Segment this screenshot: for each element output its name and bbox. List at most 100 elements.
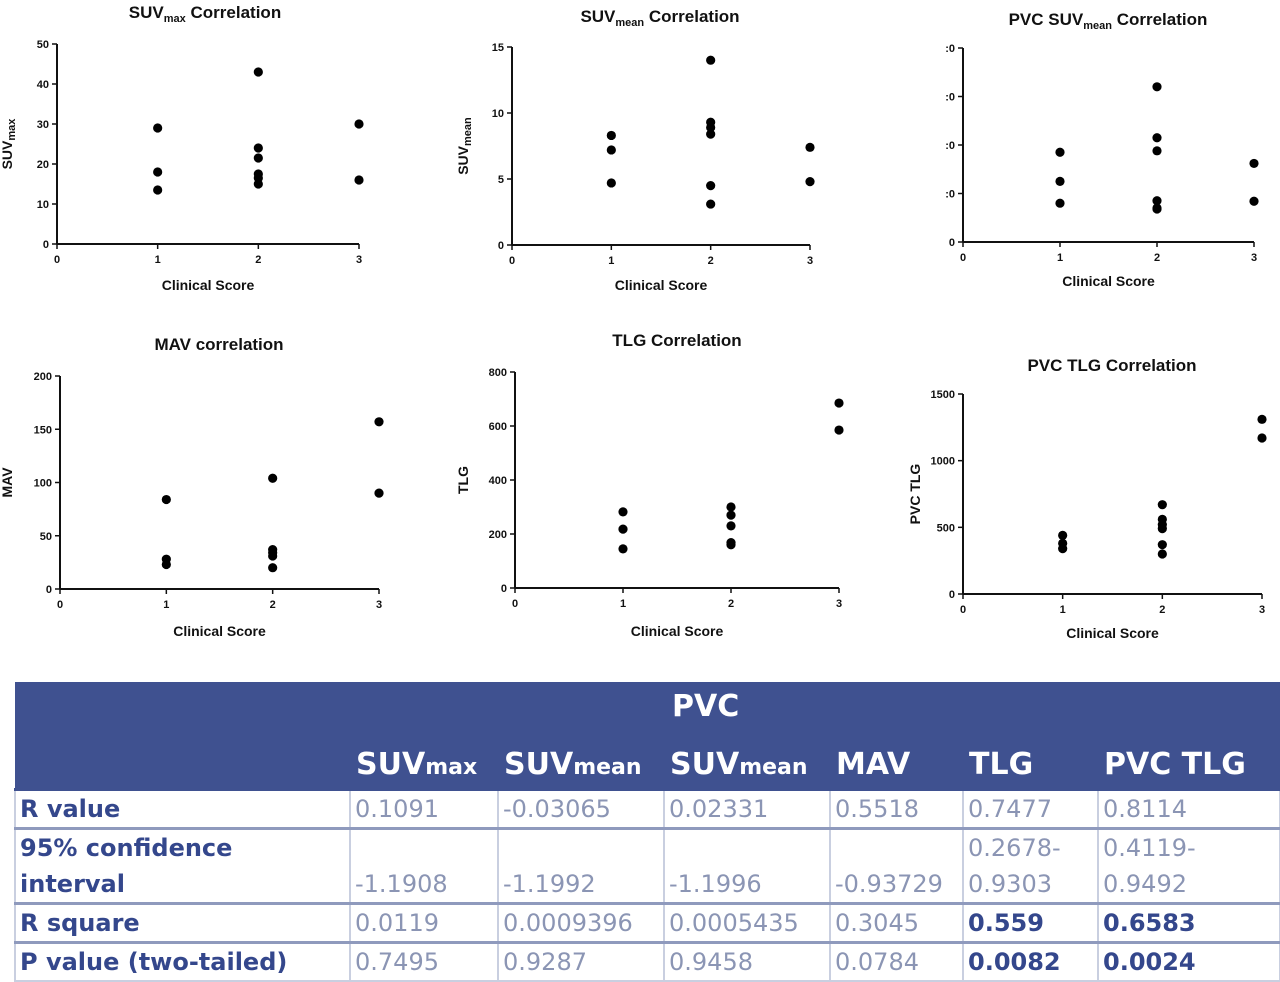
plot-tlg-svg: TLG Correlation 0 1 2 3 0 200 400 600 800 Clinical… [455, 331, 844, 639]
plot-pvc-suvmean: PVC SUVmean Correlation 0 1 2 3 0:0:0:0:0 Clin… [0, 0, 1280, 300]
chart-title-main: MAV correlation [154, 335, 283, 354]
data-point [1152, 196, 1162, 206]
y-tick-label: 100 [34, 478, 52, 490]
table-cell: 0.7495 [349, 941, 499, 982]
data-point [153, 185, 163, 195]
plot-mav: MAV correlation 0 1 2 3 0 50 100 150 200 Clinical … [0, 0, 400, 650]
table-cell: 0.2678- 0.9303 [962, 827, 1099, 905]
data-point [268, 563, 278, 573]
x-tick-label: 2 [1159, 604, 1165, 616]
row-label: R value [14, 788, 351, 830]
y-tick-label: 15 [492, 42, 504, 54]
table-cell: 0.3045 [829, 902, 964, 944]
data-point [805, 177, 815, 187]
data-point [618, 524, 628, 534]
chart-title-main: SUV [580, 7, 616, 26]
y-tick-label: 200 [489, 529, 507, 541]
header-top-cell [1098, 682, 1280, 724]
data-point [1257, 433, 1267, 443]
x-tick-label: 2 [728, 598, 734, 610]
x-tick-label: 0 [960, 604, 966, 616]
data-point [354, 175, 364, 185]
y-tick-label: 0 [46, 584, 52, 596]
header-cell-pvc-tlg: PVC TLG [1098, 724, 1280, 790]
y-tick-label: :0 [945, 189, 955, 201]
y-tick-label: :0 [945, 140, 955, 152]
plot-tlg: TLG Correlation 0 1 2 3 0 200 400 600 800 Clinical… [0, 0, 860, 650]
data-point [706, 122, 716, 133]
header-top-cell [350, 682, 498, 724]
data-point [1055, 147, 1065, 157]
header-top-cell [498, 682, 664, 724]
x-tick-label: 1 [620, 598, 626, 610]
chart-title-rest: Correlation [644, 7, 739, 26]
x-tick-label: 3 [1251, 252, 1257, 264]
data-point [606, 178, 616, 188]
chart-title: MAV correlation [154, 335, 283, 354]
table-cell: 0.8114 [1097, 788, 1280, 830]
header-top-cell [963, 682, 1098, 724]
data-point [1152, 133, 1162, 143]
chart-title: SUVmean Correlation [580, 7, 739, 29]
y-tick-label: 0 [949, 589, 955, 601]
chart-title-main: PVC SUV [1009, 10, 1084, 29]
data-point [153, 167, 163, 177]
x-axis-label: Clinical Score [1066, 625, 1159, 641]
y-tick-label: 10 [37, 199, 49, 211]
y-tick-label: :0 [945, 92, 955, 104]
header-cell-tlg: TLG [963, 724, 1098, 790]
data-point [253, 67, 263, 77]
y-axis-label-sub: max [6, 118, 18, 141]
data-point [153, 123, 163, 133]
plot-pvc-tlg: PVC TLG Correlation 0 1 2 3 0 500 1000 1500 Clini… [907, 356, 1267, 641]
chart-title: PVC TLG Correlation [1027, 356, 1196, 375]
y-tick-label: 0 [501, 583, 507, 595]
y-tick-label: 0 [498, 240, 504, 252]
data-point [1152, 146, 1162, 156]
data-point [706, 55, 716, 65]
table-cell: 0.0119 [349, 902, 499, 944]
y-axis-label: MAV [0, 467, 15, 498]
header-top-cell-pvc: PVC [664, 682, 830, 724]
data-point [161, 559, 171, 570]
data-point [834, 425, 844, 435]
table-header-row: SUVmax SUVmean SUVmean MAV TLG PVC TLG [15, 724, 1280, 790]
header-top-cell [830, 682, 963, 724]
data-point [268, 551, 278, 561]
y-axis-label: TLG [455, 466, 471, 494]
y-tick-label: :0 [945, 43, 955, 55]
chart-title-sub: mean [1083, 20, 1112, 32]
table-cell: 0.4119- 0.9492 [1097, 827, 1280, 905]
y-tick-label: 200 [34, 371, 52, 383]
y-tick-label: 1500 [931, 389, 955, 401]
table-cell: 0.0005435 [663, 902, 831, 944]
data-point [726, 502, 736, 512]
x-tick-label: 0 [54, 254, 60, 266]
data-point [268, 473, 278, 483]
data-point [374, 417, 384, 427]
table-cell: 0.9287 [497, 941, 665, 982]
y-axis-label-main: SUV [0, 140, 15, 169]
table-cell: 0.9458 [663, 941, 831, 982]
data-point [253, 153, 263, 163]
table-cell: -1.1908 [349, 827, 499, 905]
header-cell-pvc-suvmean: SUVmean [664, 724, 830, 790]
y-axis-label-main: TLG [455, 466, 471, 494]
data-point [606, 145, 616, 155]
x-tick-label: 3 [1259, 604, 1265, 616]
y-axis-label-main: PVC TLG [907, 464, 923, 525]
row-label: 95% confidence interval [14, 827, 351, 905]
data-point [1058, 544, 1068, 554]
chart-title-main: TLG Correlation [612, 331, 741, 350]
x-tick-label: 0 [512, 598, 518, 610]
y-tick-label: 40 [37, 79, 49, 91]
chart-title-sub: mean [615, 17, 644, 29]
chart-title-rest: Correlation [1112, 10, 1207, 29]
y-tick-label: 600 [489, 421, 507, 433]
x-axis-label: Clinical Score [615, 277, 708, 293]
table-cell: 0.559 [962, 902, 1099, 944]
y-axis-label-sub: mean [462, 117, 474, 146]
data-point [805, 142, 815, 152]
data-point [726, 521, 736, 531]
